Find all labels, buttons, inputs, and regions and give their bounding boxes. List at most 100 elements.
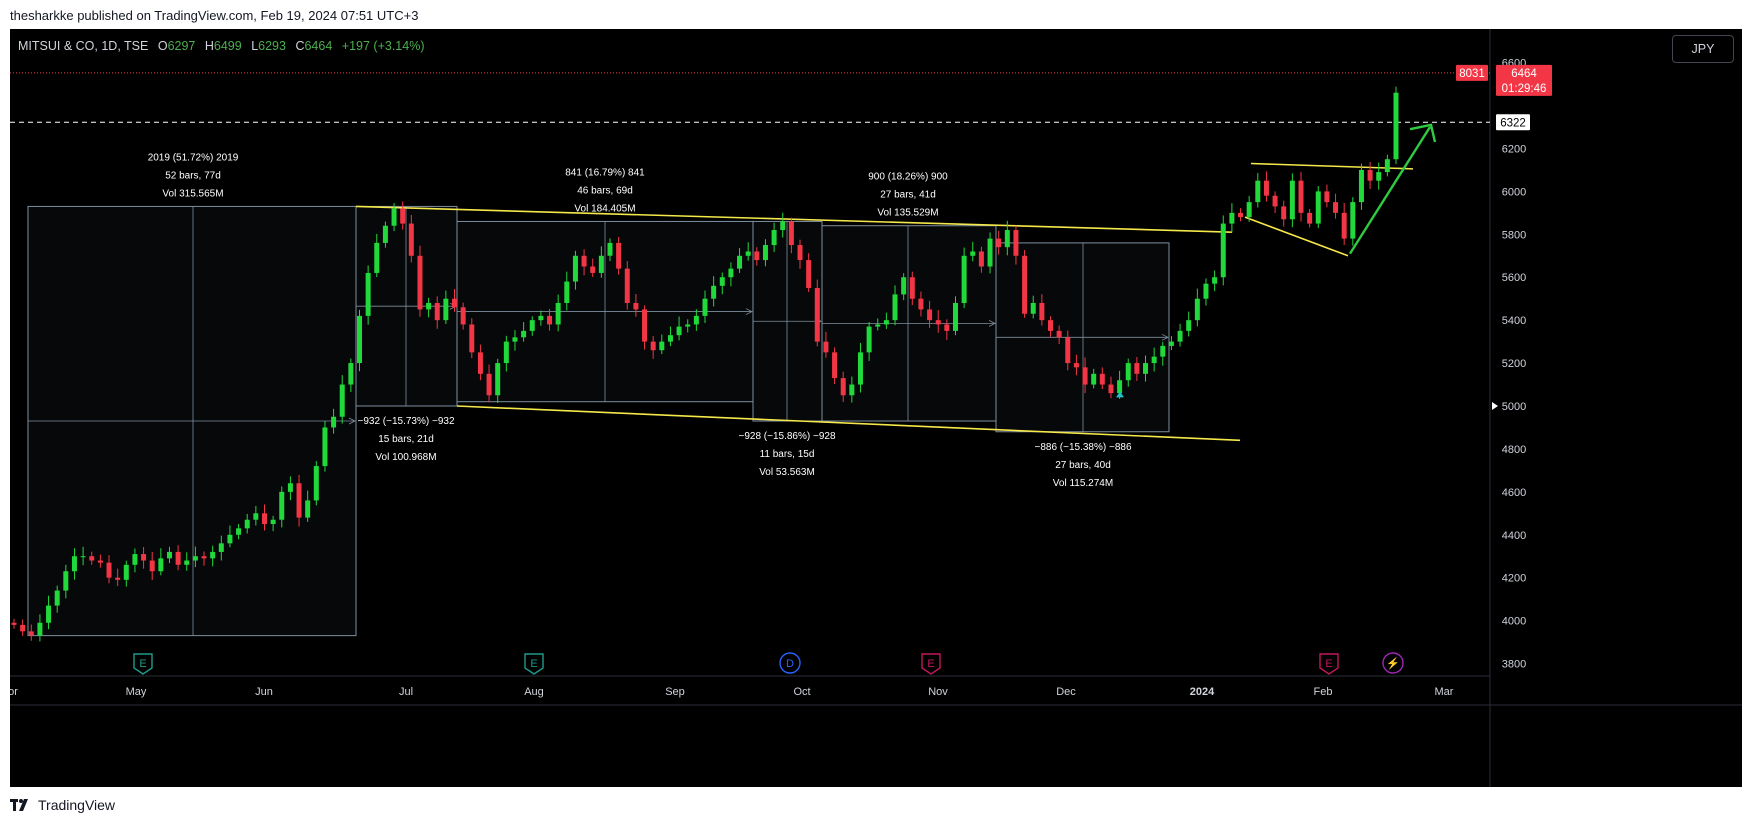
candle-body [737,255,743,269]
last-price-label: 6464 [1511,68,1537,80]
brand-label: TradingView [38,797,116,813]
event-badge-shape [1382,652,1404,674]
candle-body [538,315,544,321]
event-glyph: E [139,658,146,670]
candle-body [1022,255,1028,314]
candle-body [106,562,112,578]
candle-body [1272,195,1278,207]
candle-body [1350,202,1356,239]
candle-body [581,255,587,267]
candle-body [1315,191,1321,224]
event-glyph: ⚡ [1386,657,1400,670]
candle-body [676,326,682,336]
candle-body [875,324,881,327]
candle-body [28,631,34,636]
candle-body [477,352,483,374]
candle-body [642,309,648,342]
candle-body [54,590,60,606]
candle-body [1004,230,1010,248]
candle-body [1281,206,1287,220]
open-label: O [157,39,168,53]
candle-body [1039,302,1045,321]
candle-body [883,320,889,325]
candle-body [313,466,319,501]
candle-body [1263,180,1269,196]
x-tick-label: Oct [793,686,810,698]
candle-body [1367,169,1373,181]
candle-body [1151,356,1157,364]
candle-body [434,302,440,321]
measure-label-2: 15 bars, 21d [378,434,434,445]
candle-body [503,341,509,364]
candle-body [391,208,397,226]
currency-button[interactable]: JPY [1672,35,1734,63]
candle-body [382,225,388,243]
candle-body [1013,230,1019,256]
candle-body [123,564,129,580]
candle-body [797,245,803,261]
candle-body [236,528,242,535]
measure-label-3: Vol 115.274M [1053,478,1113,489]
candle-body [408,223,414,256]
candle-body [218,543,224,552]
candle-body [1298,180,1304,213]
footer-brand[interactable]: TradingView [10,797,115,813]
candle-body [11,622,17,625]
event-split-icon: ⚡ [1382,652,1404,674]
close-label: C [295,39,305,53]
event-earnings-icon: E [133,653,153,675]
level-price-label-bg [1496,114,1530,131]
candle-body [244,519,250,529]
measure-label-1: 841 (16.79%) 841 [565,167,645,178]
countdown-label: 01:29:46 [1502,83,1547,95]
candle-body [115,577,121,580]
candle-body [918,298,924,310]
candle-body [590,266,596,273]
candle-body [322,427,328,467]
symbol-legend: MITSUI & CO, 1D, TSE O6297 H6499 L6293 C… [18,39,424,53]
candle-body [978,251,984,267]
event-badge-shape [1319,653,1339,675]
y-tick-label: 4000 [1502,616,1526,628]
level-price-label: 6322 [1500,117,1526,129]
event-glyph: E [530,658,537,670]
candle-body [780,221,786,231]
measure-arrowhead [348,417,356,425]
y-tick-label: 4400 [1502,530,1526,542]
candle-body [866,326,872,353]
candle-body [486,373,492,396]
candle-body [754,251,760,261]
candle-body [901,277,907,295]
chart-frame[interactable]: 6600 6200 6000 5800 5600 5400 5200 5000 4800 4600… [10,29,1742,787]
candle-body [1108,384,1114,394]
candle-body [771,230,777,246]
candle-body [495,363,501,396]
candle-body [365,272,371,316]
candle-body [80,556,86,558]
event-earnings-icon: E [921,653,941,675]
candle-body [1203,283,1209,299]
candle-body [46,605,52,623]
candle-body [547,315,553,325]
y-tick-label: 6000 [1502,186,1526,198]
candle-body [227,534,233,544]
candle-body [1125,363,1131,381]
candle-body [166,551,172,559]
measure-arrowhead [1161,333,1169,341]
candlestick-chart[interactable]: 6600620060005800560054005200500048004600… [10,29,1742,787]
candle-body [616,242,622,269]
candle-body [37,622,43,636]
max-price-label-bg [1456,64,1488,81]
y-tick-label: 3800 [1502,659,1526,671]
measure-arrowhead [745,308,753,315]
candle-body [253,513,259,520]
event-glyph: E [1325,658,1332,670]
measure-arrowhead [988,320,996,327]
y-tick-label: 4800 [1502,444,1526,456]
measure-label-1: 2019 (51.72%) 2019 [148,152,239,163]
candle-body [607,242,613,256]
candle-body [1246,202,1252,218]
candle-body [970,251,976,256]
event-dividend-icon: D [779,652,801,674]
candle-body [374,242,380,273]
